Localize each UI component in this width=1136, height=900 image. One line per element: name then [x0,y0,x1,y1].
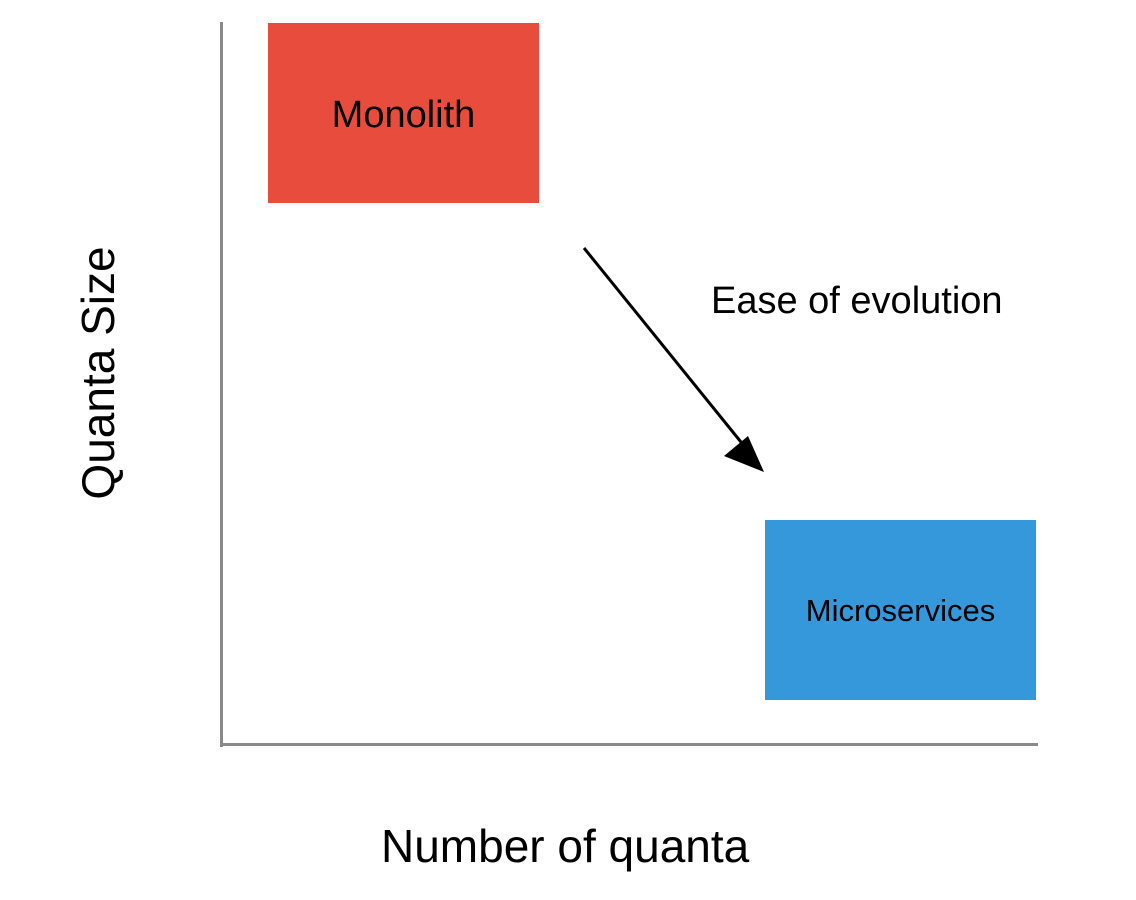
evolution-arrow-shaft [582,247,747,448]
x-axis-label: Number of quanta [381,820,750,872]
microservices-box: Microservices [765,520,1036,700]
x-axis-line [220,743,1038,746]
y-axis-line [220,22,223,747]
y-axis-label: Quanta Size [72,246,124,500]
monolith-box: Monolith [268,23,539,203]
monolith-label: Monolith [331,93,476,136]
microservices-label: Microservices [805,593,996,628]
evolution-arrow-head [724,436,764,472]
evolution-arrow-label: Ease of evolution [711,280,1003,322]
